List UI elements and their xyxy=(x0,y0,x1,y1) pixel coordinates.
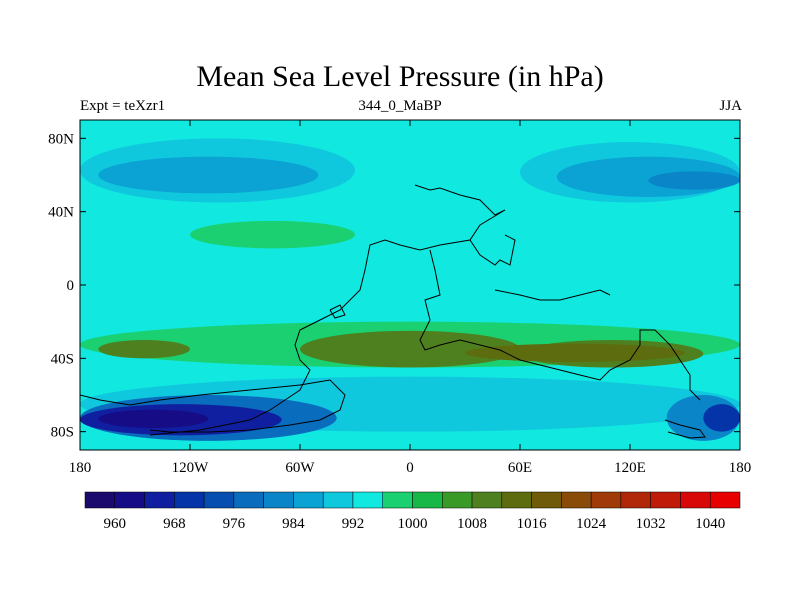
colorbar-tick-label: 1024 xyxy=(576,516,607,532)
colorbar-tick-label: 1032 xyxy=(636,516,666,532)
pressure-region-southern-high-core xyxy=(465,343,685,363)
colorbar-swatch xyxy=(442,491,473,509)
y-tick-label: 80N xyxy=(48,131,74,147)
pressure-region-northern-subtropical-high xyxy=(190,220,355,249)
x-tick-label: 180 xyxy=(729,460,752,476)
colorbar-swatch xyxy=(322,491,354,509)
y-tick-label: 80S xyxy=(51,425,74,441)
x-tick-label: 120E xyxy=(614,460,646,476)
pressure-region-north-low-east-deep xyxy=(648,171,740,190)
colorbar-tick-label: 992 xyxy=(342,516,365,532)
pressure-region-southern-high-west xyxy=(98,340,190,359)
colorbar-swatch xyxy=(650,491,681,509)
colorbar-swatch xyxy=(114,491,145,509)
colorbar-swatch xyxy=(203,491,235,509)
colorbar-swatch xyxy=(709,491,741,509)
pressure-region-southern-high-central xyxy=(300,330,520,368)
colorbar-swatch xyxy=(620,491,651,509)
colorbar-swatch xyxy=(680,491,711,509)
x-tick-label: 60E xyxy=(508,460,532,476)
colorbar-swatch xyxy=(263,491,294,509)
x-tick-label: 60W xyxy=(285,460,315,476)
season-label: JJA xyxy=(719,98,742,114)
axes: 180 120W 60W 0 60E 120E 180 80N 40N 0 40S 80S xyxy=(48,120,751,476)
y-tick-label: 40N xyxy=(48,205,74,221)
pressure-region-southern-low-west-deep xyxy=(98,409,209,429)
pressure-region-southern-low-east-core xyxy=(703,404,740,432)
colorbar-swatch xyxy=(412,491,443,509)
colorbar-swatch xyxy=(293,491,324,509)
x-tick-label: 0 xyxy=(406,460,414,476)
colorbar-swatch xyxy=(174,491,205,509)
pressure-field xyxy=(80,120,740,450)
colorbar-swatch xyxy=(501,491,532,509)
colorbar-swatch xyxy=(382,491,413,509)
x-tick-label: 120W xyxy=(172,460,210,476)
chart-title: Mean Sea Level Pressure (in hPa) xyxy=(196,60,604,93)
y-tick-label: 40S xyxy=(51,351,74,367)
colorbar-swatch xyxy=(144,491,175,509)
colorbar-swatch xyxy=(590,491,622,509)
colorbar-swatch xyxy=(233,491,264,509)
colorbar-tick-label: 984 xyxy=(282,516,305,532)
colorbar-tick-label: 1040 xyxy=(695,516,725,532)
colorbar-tick-label: 960 xyxy=(104,516,127,532)
colorbar-swatch xyxy=(471,491,503,509)
time-label: 344_0_MaBP xyxy=(358,98,442,114)
experiment-label: Expt = teXzr1 xyxy=(80,98,166,114)
colorbar-tick-label: 1016 xyxy=(517,516,548,532)
colorbar-tick-label: 1000 xyxy=(398,516,428,532)
colorbar-swatch xyxy=(352,491,383,509)
x-tick-label: 180 xyxy=(69,460,92,476)
coastline-outline xyxy=(80,184,706,439)
colorbar-tick-label: 1008 xyxy=(457,516,487,532)
pressure-region-north-pacific-low-core xyxy=(98,156,319,194)
colorbar-tick-label: 976 xyxy=(223,516,246,532)
y-tick-label: 0 xyxy=(67,278,75,294)
colorbar-swatch xyxy=(84,491,116,509)
colorbar-swatch xyxy=(561,491,592,509)
colorbar-swatch xyxy=(531,491,562,509)
colorbar: 960 968 976 984 992 1000 1008 1016 1024 1032 1040 xyxy=(84,491,741,532)
colorbar-tick-label: 968 xyxy=(163,516,186,532)
